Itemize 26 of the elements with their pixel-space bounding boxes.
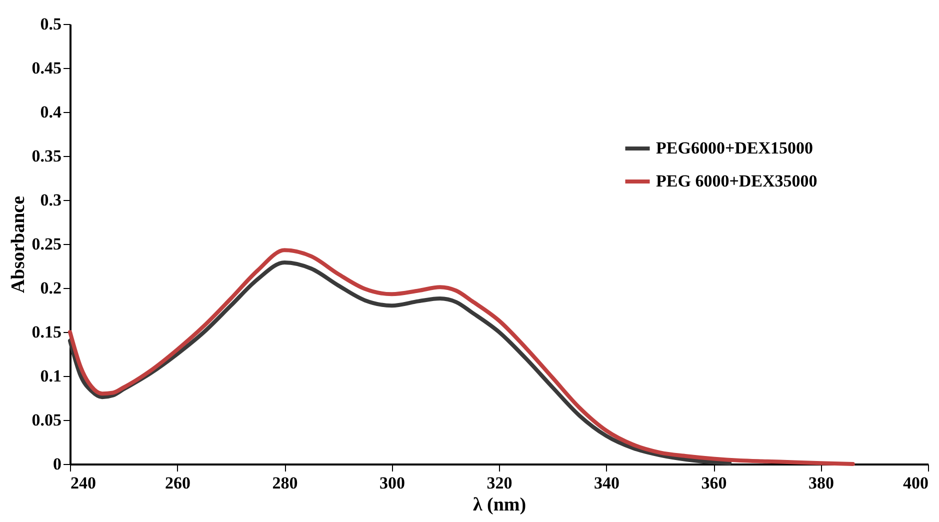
line-series [68, 248, 855, 466]
x-tick-label: 360 [701, 474, 727, 492]
y-tick-label: 0.5 [40, 14, 62, 34]
x-axis-title: λ (nm) [472, 494, 526, 516]
x-tick-label: 340 [594, 474, 620, 492]
y-tick-label: 0.45 [32, 58, 62, 78]
x-tick-label: 400 [903, 474, 928, 492]
y-tick-label: 0 [53, 454, 62, 474]
y-axis-title: Absorbance [8, 196, 29, 294]
y-tick-label: 0.15 [32, 322, 62, 342]
x-tick-label: 380 [808, 474, 834, 492]
x-tick-label: 300 [380, 474, 405, 492]
legend-label: PEG6000+DEX15000 [656, 138, 814, 158]
y-tick-label: 0.2 [40, 278, 62, 298]
x-tick-label: 240 [70, 474, 96, 492]
y-tick-label: 0.1 [40, 366, 62, 386]
y-tick-label: 0.25 [32, 234, 62, 254]
y-tick-label: 0.05 [32, 410, 62, 430]
y-tick-label: 0.4 [40, 102, 62, 122]
x-tick-label: 260 [165, 474, 190, 492]
x-tick-label: 320 [486, 474, 512, 492]
y-tick-label: 0.3 [40, 190, 62, 210]
legend-label: PEG 6000+DEX35000 [656, 172, 818, 190]
line-series [68, 260, 732, 466]
x-tick-label: 280 [272, 474, 298, 492]
y-tick-label: 0.35 [32, 146, 62, 166]
